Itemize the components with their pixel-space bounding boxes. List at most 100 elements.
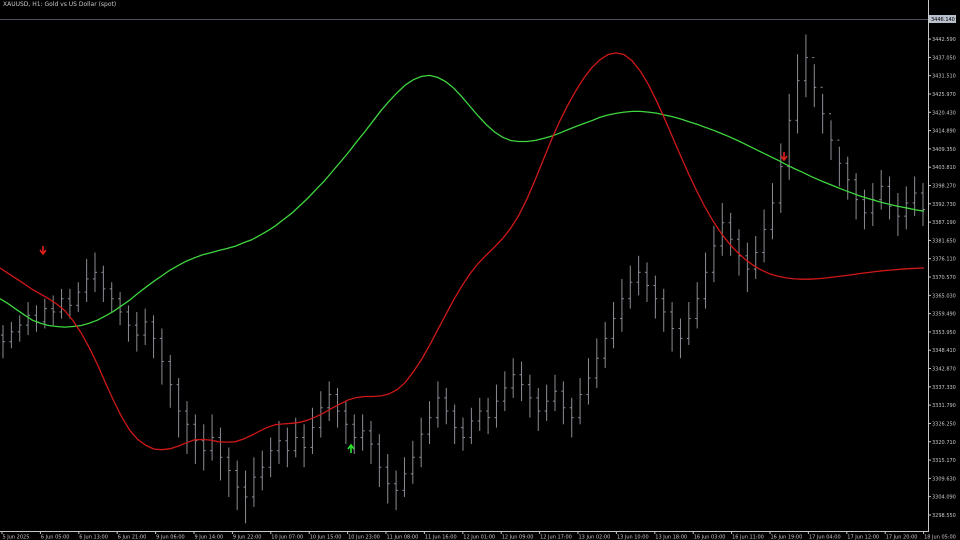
candle [143,308,148,345]
y-tick-label: 3353.950 [932,330,956,336]
candle [310,407,315,455]
candle [42,298,47,329]
y-tick-label: 3326.250 [932,421,956,427]
candle [402,457,407,497]
x-tick-label: 9 Jun 22:00 [233,535,262,540]
x-tick-label: 10 Jun 23:00 [348,535,380,540]
candle [837,139,842,187]
candle [369,420,373,464]
x-tick-label: 17 Jun 12:00 [847,535,879,540]
y-tick-label: 3370.570 [932,275,956,281]
candle [93,252,97,293]
candle [619,278,624,332]
buy-arrow-icon [347,443,355,453]
y-tick-label: 3376.110 [932,257,956,263]
y-tick-label: 3298.550 [932,513,956,519]
y-tick-label: 3398.270 [932,184,956,190]
candle [293,417,298,458]
candle [235,460,240,511]
candle [201,424,206,471]
x-tick-label: 5 Jun 2025 [3,535,30,540]
candle [26,302,31,336]
x-tick-label: 12 Jun 01:00 [463,535,495,540]
candle [711,226,716,283]
candle [360,414,365,451]
candle [59,288,64,319]
x-tick-label: 6 Jun 13:00 [79,535,108,540]
candle [661,288,666,332]
x-tick-label: 16 Jun 19:00 [771,535,803,540]
y-tick-label: 3365.030 [932,293,956,299]
candle [586,358,591,405]
candle [770,183,775,240]
ma-slow-line [0,52,925,451]
moving-averages [0,52,925,451]
y-tick-label: 3442.590 [932,37,956,43]
x-tick-label: 6 Jun 05:00 [41,535,70,540]
y-tick-label: 3420.430 [932,110,956,116]
candle [226,447,231,497]
candle [778,143,783,213]
x-tick-label: 11 Jun 16:00 [425,535,457,540]
candle [611,302,616,349]
chart-title: XAUUSD, H1: Gold vs US Dollar (spot) [3,1,117,8]
y-tick-label: 3315.170 [932,458,956,464]
candle [486,397,491,435]
y-tick-label: 3431.510 [932,74,956,80]
y-tick-label: 3348.410 [932,348,956,354]
candle [377,434,382,488]
candle [628,265,633,309]
candle [385,454,390,504]
candle [921,183,925,227]
candle [569,397,574,438]
candle [603,321,608,369]
candle [703,252,708,309]
candle [686,302,691,345]
candle [76,282,81,312]
candle [335,387,340,428]
candle [51,295,56,326]
candle [745,242,750,293]
x-tick-label: 9 Jun 14:00 [195,535,224,540]
candle [653,275,658,319]
candle [126,305,131,342]
y-tick-label: 3387.190 [932,220,956,226]
candle [862,189,867,230]
candle [870,183,875,227]
candle [803,34,808,98]
y-tick-label: 3414.890 [932,129,956,135]
candle [494,384,499,428]
x-tick-label: 17 Jun 04:00 [809,535,841,540]
candle [251,457,256,507]
candle [327,381,332,421]
candle [645,262,649,303]
candle [302,424,307,468]
y-tick-label: 3437.050 [932,55,956,61]
candle [461,417,465,451]
y-tick-label: 3337.330 [932,385,956,391]
y-tick-label: 3381.650 [932,238,956,244]
candle [277,420,281,464]
x-tick-label: 16 Jun 11:00 [732,535,764,540]
candle [678,318,683,359]
candle [268,437,273,478]
candle [636,255,641,296]
y-tick-label: 3342.870 [932,367,956,373]
candle [427,401,432,445]
candle [511,358,516,398]
current-price-tag: 3446.140 [929,15,956,23]
candle [728,212,733,256]
x-tick-label: 9 Jun 06:00 [156,535,185,540]
candle [151,315,156,359]
sell-arrow-icon [780,152,788,162]
x-tick-label: 13 Jun 10:00 [617,535,649,540]
candle [762,209,767,263]
sell-arrow-icon [39,246,47,256]
candle [435,381,440,428]
candle [176,378,181,438]
candle [812,57,817,108]
candle [594,338,599,388]
signals [39,152,788,453]
